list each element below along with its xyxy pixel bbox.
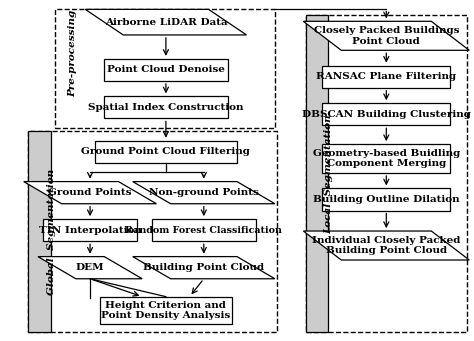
Text: Non-ground Points: Non-ground Points — [149, 188, 259, 197]
FancyBboxPatch shape — [104, 59, 228, 81]
Polygon shape — [38, 257, 142, 279]
Polygon shape — [303, 231, 469, 260]
Text: Building Outline Dilation: Building Outline Dilation — [313, 195, 460, 204]
Polygon shape — [133, 181, 275, 204]
Text: Geometry-based Buidling
Component Merging: Geometry-based Buidling Component Mergin… — [313, 149, 460, 168]
Text: Closely Packed Buildings
Point Cloud: Closely Packed Buildings Point Cloud — [314, 26, 459, 45]
Text: DEM: DEM — [76, 263, 104, 272]
Polygon shape — [303, 21, 469, 50]
Text: DBSCAN Building Clustering: DBSCAN Building Clustering — [302, 110, 471, 119]
Text: Airborne LiDAR Data: Airborne LiDAR Data — [105, 18, 227, 27]
Text: Ground Points: Ground Points — [48, 188, 132, 197]
Text: Point Cloud Denoise: Point Cloud Denoise — [107, 65, 225, 74]
Text: RANSAC Plane Filtering: RANSAC Plane Filtering — [316, 72, 456, 81]
FancyBboxPatch shape — [322, 144, 450, 173]
Text: Local  Segmentation: Local Segmentation — [324, 114, 333, 234]
FancyBboxPatch shape — [322, 65, 450, 88]
Text: Spatial Index Construction: Spatial Index Construction — [88, 103, 244, 112]
FancyBboxPatch shape — [322, 103, 450, 125]
Text: Ground Point Cloud Filtering: Ground Point Cloud Filtering — [82, 147, 250, 156]
FancyBboxPatch shape — [100, 297, 232, 324]
Text: Pre-processing: Pre-processing — [69, 10, 78, 98]
Text: Building Point Cloud: Building Point Cloud — [143, 263, 264, 272]
Text: TIN Interpolation: TIN Interpolation — [38, 226, 142, 235]
Text: Random Forest Classification: Random Forest Classification — [126, 226, 282, 235]
FancyBboxPatch shape — [28, 131, 51, 332]
FancyBboxPatch shape — [43, 219, 137, 241]
FancyBboxPatch shape — [322, 188, 450, 211]
Text: Global  Segmentation: Global Segmentation — [47, 169, 55, 295]
FancyBboxPatch shape — [306, 15, 328, 332]
Polygon shape — [24, 181, 156, 204]
FancyBboxPatch shape — [104, 96, 228, 118]
FancyBboxPatch shape — [152, 219, 256, 241]
Polygon shape — [133, 257, 275, 279]
FancyBboxPatch shape — [95, 140, 237, 163]
Text: Individual Closely Packed
Building Point Cloud: Individual Closely Packed Building Point… — [312, 236, 461, 255]
Text: Height Criterion and
Point Density Analysis: Height Criterion and Point Density Analy… — [101, 301, 230, 320]
Polygon shape — [85, 9, 246, 35]
